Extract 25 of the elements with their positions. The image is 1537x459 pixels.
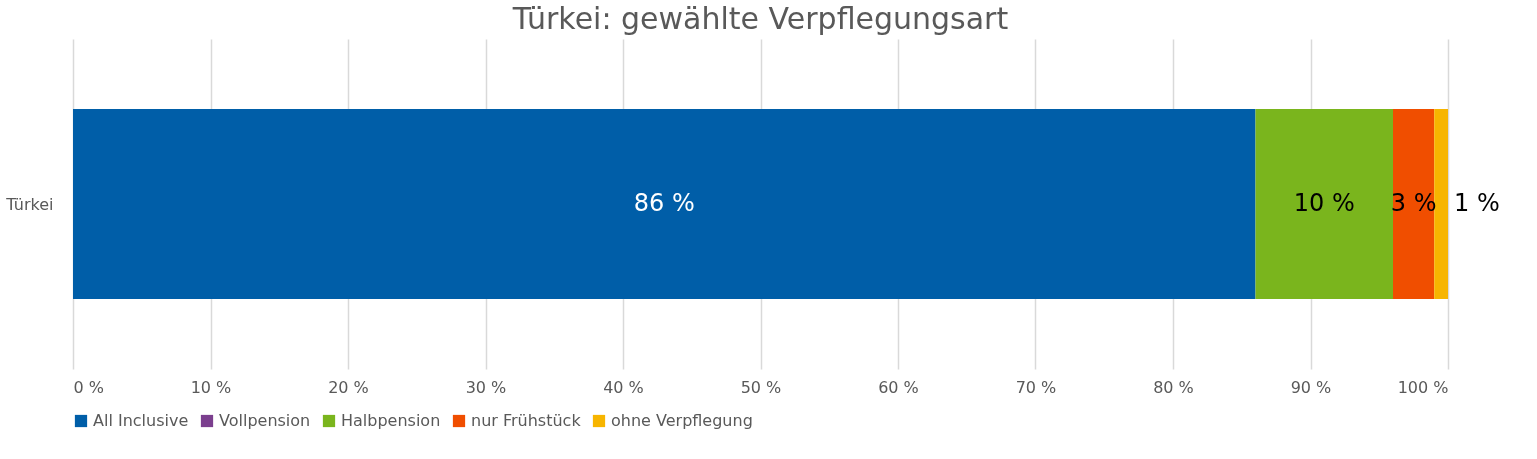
legend-label: ohne Verpflegung: [611, 411, 753, 430]
bar: [1434, 109, 1448, 299]
legend-label: Vollpension: [219, 411, 311, 430]
y-tick-label: Türkei: [5, 194, 54, 214]
legend-label: nur Frühstück: [471, 411, 582, 430]
x-tick-label: 20 %: [328, 377, 369, 397]
legend-label: All Inclusive: [93, 411, 189, 430]
x-tick-label: 60 %: [878, 377, 919, 397]
chart-title: Türkei: gewählte Verpflegungsart: [511, 1, 1009, 36]
data-label: 10 %: [1293, 189, 1355, 217]
x-tick-label: 80 %: [1153, 377, 1194, 397]
x-tick-label: 50 %: [740, 377, 782, 397]
legend-label: Halbpension: [341, 411, 441, 430]
x-tick-label: 100 %: [1397, 377, 1449, 397]
x-tick-label: 70 %: [1015, 377, 1057, 397]
x-tick-label: 0 %: [73, 377, 104, 397]
data-label: 3 %: [1390, 189, 1437, 217]
x-tick-label: 40 %: [603, 377, 644, 397]
data-label: 86 %: [633, 189, 695, 217]
bar: [1255, 109, 1393, 299]
x-tick-label: 30 %: [465, 377, 507, 397]
x-tick-label: 90 %: [1290, 377, 1332, 397]
bar: [1393, 109, 1435, 299]
data-label: 1 %: [1454, 189, 1500, 217]
x-tick-label: 10 %: [190, 377, 232, 397]
